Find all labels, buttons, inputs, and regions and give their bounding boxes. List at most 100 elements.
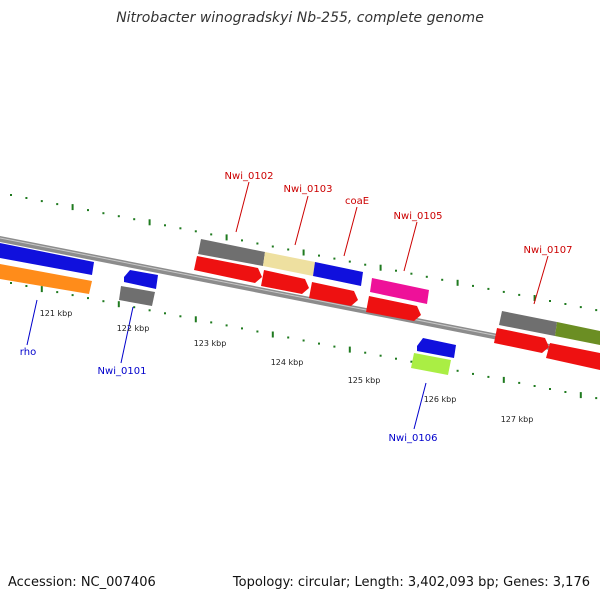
tick-upper-major: [379, 264, 382, 271]
tick-lower-minor: [487, 375, 490, 378]
callout-rho: [26, 299, 38, 346]
tick-upper-minor: [164, 224, 166, 227]
tick-lower-minor: [133, 306, 136, 309]
tick-upper-minor: [472, 284, 474, 287]
gene-red-6[interactable]: [546, 343, 600, 370]
tick-lower-minor: [256, 330, 259, 333]
tick-upper-minor: [364, 263, 367, 266]
callout-nwi0102: [235, 181, 250, 233]
gene-pink-nwi0105[interactable]: [370, 278, 429, 304]
gene-blue-nwi0101[interactable]: [124, 270, 158, 289]
tick-upper-minor: [410, 272, 413, 275]
gene-gray-nwi0102[interactable]: [198, 239, 265, 266]
gene-orange-rho[interactable]: [0, 264, 92, 294]
gene-blue-coae[interactable]: [313, 262, 363, 286]
gene-lime-nwi0106[interactable]: [411, 353, 451, 375]
tick-lower-minor: [364, 351, 367, 354]
gene-blue-nwi0106[interactable]: [417, 338, 456, 358]
tick-lower-minor: [549, 388, 551, 390]
tick-label-123: 123 kbp: [194, 339, 227, 348]
tick-upper-major: [225, 234, 228, 241]
tick-lower-minor: [395, 357, 397, 360]
accession-text: Accession: NC_007406: [8, 575, 156, 590]
tick-upper-minor: [487, 287, 490, 290]
gene-khaki-nwi0103[interactable]: [263, 252, 315, 276]
tick-lower-minor: [564, 391, 567, 393]
gene-label-coae[interactable]: coaE: [345, 196, 369, 207]
tick-upper-minor: [102, 212, 105, 215]
tick-lower-minor: [410, 360, 413, 363]
tick-upper-minor: [179, 227, 182, 230]
gene-red-1[interactable]: [194, 256, 262, 283]
tick-upper-minor: [441, 278, 444, 281]
tick-dots-lower: [10, 282, 598, 400]
tick-lower-minor: [25, 285, 28, 287]
gene-label-nwi0103[interactable]: Nwi_0103: [284, 184, 333, 195]
gene-label-rho[interactable]: rho: [20, 347, 36, 358]
tick-upper-minor: [549, 300, 551, 302]
gene-labels: rho Nwi_0101 Nwi_0102 Nwi_0103 coaE Nwi_…: [20, 171, 573, 444]
gene-label-nwi0107[interactable]: Nwi_0107: [524, 245, 573, 256]
tick-lower-minor: [241, 327, 243, 330]
gene-gray-nwi0107[interactable]: [499, 311, 557, 336]
tick-dots-upper: [10, 194, 598, 312]
gene-olive-right[interactable]: [555, 322, 600, 345]
tick-label-124: 124 kbp: [271, 358, 304, 367]
callout-nwi0103: [294, 195, 309, 246]
tick-lower-minor: [56, 291, 59, 294]
gene-label-nwi0106[interactable]: Nwi_0106: [389, 433, 438, 444]
tick-lower-minor: [87, 297, 89, 300]
tick-lower-minor: [71, 294, 74, 297]
tick-upper-minor: [271, 245, 274, 248]
callout-nwi0107: [533, 255, 549, 305]
tick-upper-minor: [40, 200, 43, 203]
gene-label-nwi0102[interactable]: Nwi_0102: [225, 171, 274, 182]
tick-upper-minor: [395, 269, 397, 272]
tick-lower-minor: [379, 354, 382, 357]
map-title: Nitrobacter winogradskyi Nb-255, complet…: [116, 10, 484, 26]
gene-label-nwi0105[interactable]: Nwi_0105: [394, 211, 443, 222]
tick-upper-minor: [502, 290, 505, 293]
tick-lower-minor: [456, 369, 459, 372]
axis-tick-labels: 121 kbp 122 kbp 123 kbp 124 kbp 125 kbp …: [40, 309, 534, 424]
gene-label-nwi0101[interactable]: Nwi_0101: [98, 366, 147, 377]
callout-nwi0105: [403, 221, 418, 272]
genome-summary: Topology: circular; Length: 3,402,093 bp…: [232, 575, 590, 590]
tick-upper-minor: [25, 197, 28, 199]
gene-red-2[interactable]: [261, 270, 309, 294]
tick-lower-major: [502, 376, 505, 383]
tick-upper-major: [456, 279, 459, 286]
tick-lower-major: [117, 301, 120, 308]
tick-upper-minor: [348, 260, 351, 263]
gene-red-3[interactable]: [309, 282, 358, 306]
tick-upper-minor: [287, 248, 290, 251]
tick-upper-minor: [10, 194, 12, 196]
tick-lower-minor: [533, 385, 536, 387]
tick-lower-major: [271, 331, 274, 338]
tick-upper-minor: [425, 275, 428, 278]
tick-lower-minor: [318, 342, 320, 345]
tick-lower-minor: [179, 315, 182, 318]
tick-upper-minor: [241, 239, 243, 242]
tick-upper-minor: [256, 242, 259, 245]
tick-upper-major: [71, 204, 74, 211]
gene-red-5[interactable]: [494, 328, 549, 353]
tick-upper-minor: [117, 215, 120, 218]
tick-upper-major: [148, 219, 151, 226]
tick-lower-minor: [210, 321, 213, 324]
tick-lower-minor: [164, 312, 166, 315]
callout-nwi0101: [120, 306, 134, 364]
tick-upper-minor: [564, 303, 567, 305]
gene-red-4[interactable]: [366, 296, 421, 321]
tick-lower-minor: [287, 336, 290, 339]
gene-gray-nwi0101[interactable]: [119, 286, 155, 306]
tick-lower-minor: [472, 372, 474, 375]
gene-blue-left[interactable]: [0, 243, 94, 275]
tick-upper-minor: [579, 306, 582, 309]
tick-upper-major: [302, 249, 305, 256]
callout-coae: [343, 206, 358, 257]
tick-lower-major: [348, 346, 351, 353]
tick-label-122: 122 kbp: [117, 324, 150, 333]
tick-label-126: 126 kbp: [424, 395, 457, 404]
